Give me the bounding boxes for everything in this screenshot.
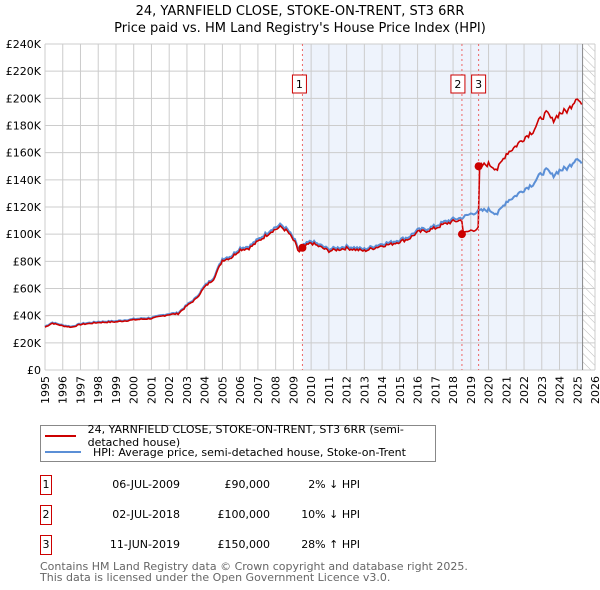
y-tick-label: £100K	[6, 228, 42, 241]
x-tick-label: 2007	[252, 376, 265, 404]
x-tick-label: 2005	[216, 376, 229, 404]
sale-point	[474, 162, 483, 171]
sale-row: 2 02-JUL-2018 £100,000 10% ↓ HPI	[40, 505, 440, 525]
y-tick-label: £80K	[13, 255, 42, 268]
x-tick-label: 2022	[518, 376, 531, 404]
sale-point	[457, 230, 466, 239]
sale-hpi-diff: 28% ↑ HPI	[301, 538, 360, 551]
x-tick-label: 2004	[199, 376, 212, 404]
x-tick-label: 1999	[110, 376, 123, 404]
sale-hpi-diff: 10% ↓ HPI	[301, 508, 360, 521]
x-tick-label: 1997	[74, 376, 87, 404]
x-tick-label: 2010	[305, 376, 318, 404]
sale-label-box	[471, 74, 487, 94]
x-tick-label: 2014	[376, 376, 389, 404]
sale-label-box	[450, 74, 466, 94]
sale-hpi-diff: 2% ↓ HPI	[308, 478, 360, 491]
chart-title: 24, YARNFIELD CLOSE, STOKE-ON-TRENT, ST3…	[135, 4, 465, 19]
sale-label: 2	[454, 78, 461, 91]
sale-marker-label: 2	[40, 505, 52, 525]
x-tick-label: 2003	[181, 376, 194, 404]
x-tick-label: 2000	[128, 376, 141, 404]
attribution-line: Contains HM Land Registry data © Crown c…	[40, 560, 468, 573]
y-tick-label: £20K	[13, 337, 42, 350]
x-tick-label: 1996	[57, 376, 70, 404]
x-tick-label: 2001	[145, 376, 158, 404]
y-tick-label: £140K	[6, 174, 42, 187]
x-tick-label: 2020	[483, 376, 496, 404]
y-tick-label: £220K	[6, 65, 42, 78]
sale-date: 06-JUL-2009	[112, 478, 180, 491]
x-tick-label: 1995	[39, 376, 52, 404]
x-tick-label: 2023	[536, 376, 549, 404]
y-tick-label: £120K	[6, 201, 42, 214]
x-tick-label: 2012	[341, 376, 354, 404]
sale-label: 3	[475, 78, 482, 91]
x-tick-label: 2015	[394, 376, 407, 404]
x-tick-label: 2021	[500, 376, 513, 404]
x-tick-label: 2018	[447, 376, 460, 404]
x-tick-label: 2002	[163, 376, 176, 404]
legend-label-hpi: HPI: Average price, semi-detached house,…	[93, 445, 406, 459]
price-chart: 1995 1996 1997 1998 1999 2000 2001 2002 2003 2004…	[6, 38, 600, 404]
legend-swatch-property	[45, 435, 76, 437]
x-tick-label: 2019	[465, 376, 478, 404]
license-line: This data is licensed under the Open Gov…	[40, 571, 391, 584]
sale-row: 1 06-JUL-2009 £90,000 2% ↓ HPI	[40, 475, 440, 495]
sale-label-box	[291, 74, 307, 94]
x-tick-label: 2013	[358, 376, 371, 404]
y-tick-label: £240K	[6, 38, 42, 51]
x-tick-label: 2006	[234, 376, 247, 404]
attribution: Contains HM Land Registry data © Crown c…	[40, 561, 468, 583]
sale-row: 3 11-JUN-2019 £150,000 28% ↑ HPI	[40, 535, 440, 555]
x-tick-label: 2016	[412, 376, 425, 404]
y-tick-label: £0	[27, 364, 41, 377]
x-tick-label: 1998	[92, 376, 105, 404]
x-tick-label: 2026	[589, 376, 600, 404]
sale-marker-label: 1	[40, 475, 52, 495]
x-tick-label: 2025	[571, 376, 584, 404]
legend: 24, YARNFIELD CLOSE, STOKE-ON-TRENT, ST3…	[40, 423, 436, 462]
y-tick-label: £40K	[13, 310, 42, 323]
y-tick-label: £180K	[6, 120, 42, 133]
x-tick-label: 2008	[270, 376, 283, 404]
sale-date: 02-JUL-2018	[112, 508, 180, 521]
x-tick-label: 2011	[323, 376, 336, 404]
x-tick-label: 2017	[429, 376, 442, 404]
sale-price: £150,000	[217, 538, 271, 551]
sale-point	[298, 243, 307, 252]
y-tick-label: £60K	[13, 283, 42, 296]
chart-subtitle: Price paid vs. HM Land Registry's House …	[114, 21, 486, 36]
legend-swatch-hpi	[45, 451, 81, 453]
y-tick-label: £200K	[6, 92, 42, 105]
sale-date: 11-JUN-2019	[109, 538, 180, 551]
legend-label-property: 24, YARNFIELD CLOSE, STOKE-ON-TRENT, ST3…	[87, 423, 404, 449]
x-tick-label: 2009	[287, 376, 300, 404]
sale-price: £90,000	[224, 478, 271, 491]
property-price-line	[44, 98, 583, 329]
y-tick-label: £160K	[6, 147, 42, 160]
x-tick-label: 2024	[554, 376, 567, 404]
sale-marker-label: 3	[40, 535, 52, 555]
sale-label: 1	[296, 78, 303, 91]
sale-price: £100,000	[217, 508, 271, 521]
